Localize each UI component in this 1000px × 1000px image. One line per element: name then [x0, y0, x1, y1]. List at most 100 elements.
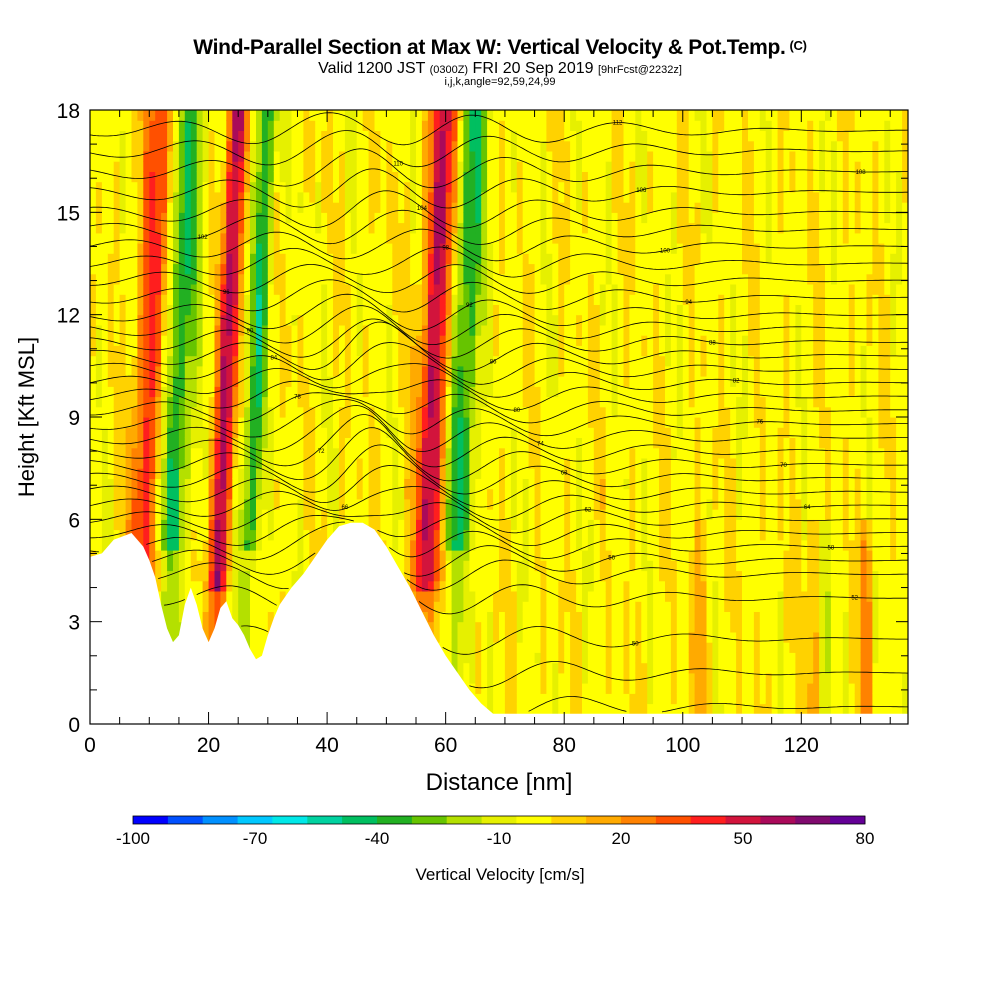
- velocity-cell: [119, 437, 127, 449]
- velocity-cell: [457, 580, 464, 592]
- velocity-cell: [534, 560, 542, 572]
- velocity-cell: [386, 437, 393, 449]
- velocity-cell: [421, 396, 429, 408]
- velocity-cell: [184, 130, 192, 142]
- velocity-cell: [469, 662, 476, 674]
- velocity-cell: [469, 509, 476, 520]
- velocity-cell: [570, 181, 577, 193]
- velocity-cell: [256, 417, 263, 428]
- velocity-cell: [267, 181, 275, 193]
- velocity-cell: [356, 324, 364, 336]
- velocity-cell: [350, 232, 358, 244]
- velocity-cell: [362, 191, 370, 203]
- velocity-cell: [143, 150, 150, 162]
- velocity-cell: [244, 580, 251, 592]
- velocity-cell: [445, 345, 453, 357]
- velocity-cell: [451, 294, 459, 305]
- velocity-cell: [427, 591, 435, 602]
- velocity-cell: [540, 662, 547, 674]
- velocity-cell: [410, 447, 417, 459]
- velocity-cell: [291, 253, 298, 265]
- velocity-cell: [392, 335, 399, 346]
- velocity-cell: [558, 273, 565, 285]
- velocity-cell: [184, 140, 192, 152]
- velocity-cell: [273, 253, 281, 265]
- velocity-cell: [208, 345, 216, 357]
- velocity-cell: [303, 509, 310, 520]
- velocity-cell: [137, 406, 144, 418]
- velocity-cell: [558, 243, 565, 254]
- velocity-cell: [528, 253, 536, 265]
- velocity-cell: [540, 355, 547, 367]
- velocity-cell: [475, 570, 482, 582]
- valid-time: Valid 1200 JST: [318, 60, 426, 77]
- velocity-cell: [101, 120, 109, 131]
- velocity-cell: [315, 447, 322, 459]
- velocity-cell: [327, 222, 334, 234]
- velocity-cell: [119, 314, 127, 326]
- velocity-cell: [214, 191, 221, 203]
- velocity-cell: [303, 539, 310, 551]
- velocity-cell: [386, 396, 393, 408]
- velocity-cell: [540, 693, 547, 705]
- velocity-cell: [256, 232, 263, 244]
- velocity-cell: [339, 488, 346, 500]
- velocity-cell: [374, 243, 381, 254]
- velocity-cell: [546, 437, 553, 449]
- velocity-cell: [291, 171, 298, 183]
- velocity-cell: [475, 120, 482, 131]
- velocity-cell: [534, 406, 542, 418]
- velocity-cell: [273, 580, 281, 592]
- velocity-cell: [516, 560, 524, 572]
- velocity-cell: [564, 672, 571, 684]
- velocity-cell: [149, 243, 156, 254]
- velocity-cell: [297, 519, 304, 531]
- velocity-cell: [184, 243, 192, 254]
- velocity-cell: [416, 468, 423, 479]
- velocity-cell: [167, 191, 174, 203]
- velocity-cell: [161, 212, 168, 224]
- velocity-cell: [445, 580, 453, 592]
- velocity-cell: [499, 365, 506, 377]
- velocity-cell: [421, 560, 429, 572]
- velocity-cell: [546, 550, 553, 561]
- velocity-cell: [161, 191, 168, 203]
- title-unit: (C): [789, 38, 807, 53]
- velocity-cell: [250, 468, 257, 479]
- velocity-cell: [427, 447, 435, 459]
- velocity-cell: [214, 427, 221, 438]
- velocity-cell: [540, 672, 547, 684]
- velocity-cell: [522, 580, 530, 592]
- velocity-cell: [309, 529, 316, 541]
- velocity-cell: [315, 376, 322, 387]
- velocity-cell: [232, 314, 239, 326]
- velocity-cell: [522, 509, 530, 520]
- velocity-cell: [220, 335, 227, 346]
- velocity-cell: [196, 386, 204, 398]
- velocity-cell: [244, 150, 251, 162]
- velocity-cell: [576, 294, 583, 305]
- velocity-cell: [214, 243, 221, 254]
- velocity-cell: [510, 171, 518, 183]
- velocity-cell: [481, 130, 488, 142]
- velocity-cell: [356, 498, 364, 510]
- velocity-cell: [528, 631, 536, 643]
- velocity-cell: [226, 150, 233, 162]
- velocity-cell: [392, 386, 399, 398]
- velocity-cell: [95, 304, 103, 316]
- velocity-cell: [178, 345, 186, 357]
- velocity-cell: [558, 406, 565, 418]
- velocity-cell: [404, 386, 411, 398]
- velocity-cell: [522, 468, 530, 479]
- velocity-cell: [190, 509, 198, 520]
- velocity-cell: [350, 161, 358, 172]
- velocity-cell: [457, 263, 464, 275]
- velocity-cell: [119, 427, 127, 438]
- velocity-cell: [362, 335, 370, 346]
- velocity-cell: [499, 642, 506, 653]
- velocity-cell: [333, 150, 340, 162]
- velocity-cell: [540, 161, 547, 172]
- velocity-cell: [137, 478, 144, 490]
- velocity-cell: [558, 345, 565, 357]
- velocity-cell: [481, 529, 488, 541]
